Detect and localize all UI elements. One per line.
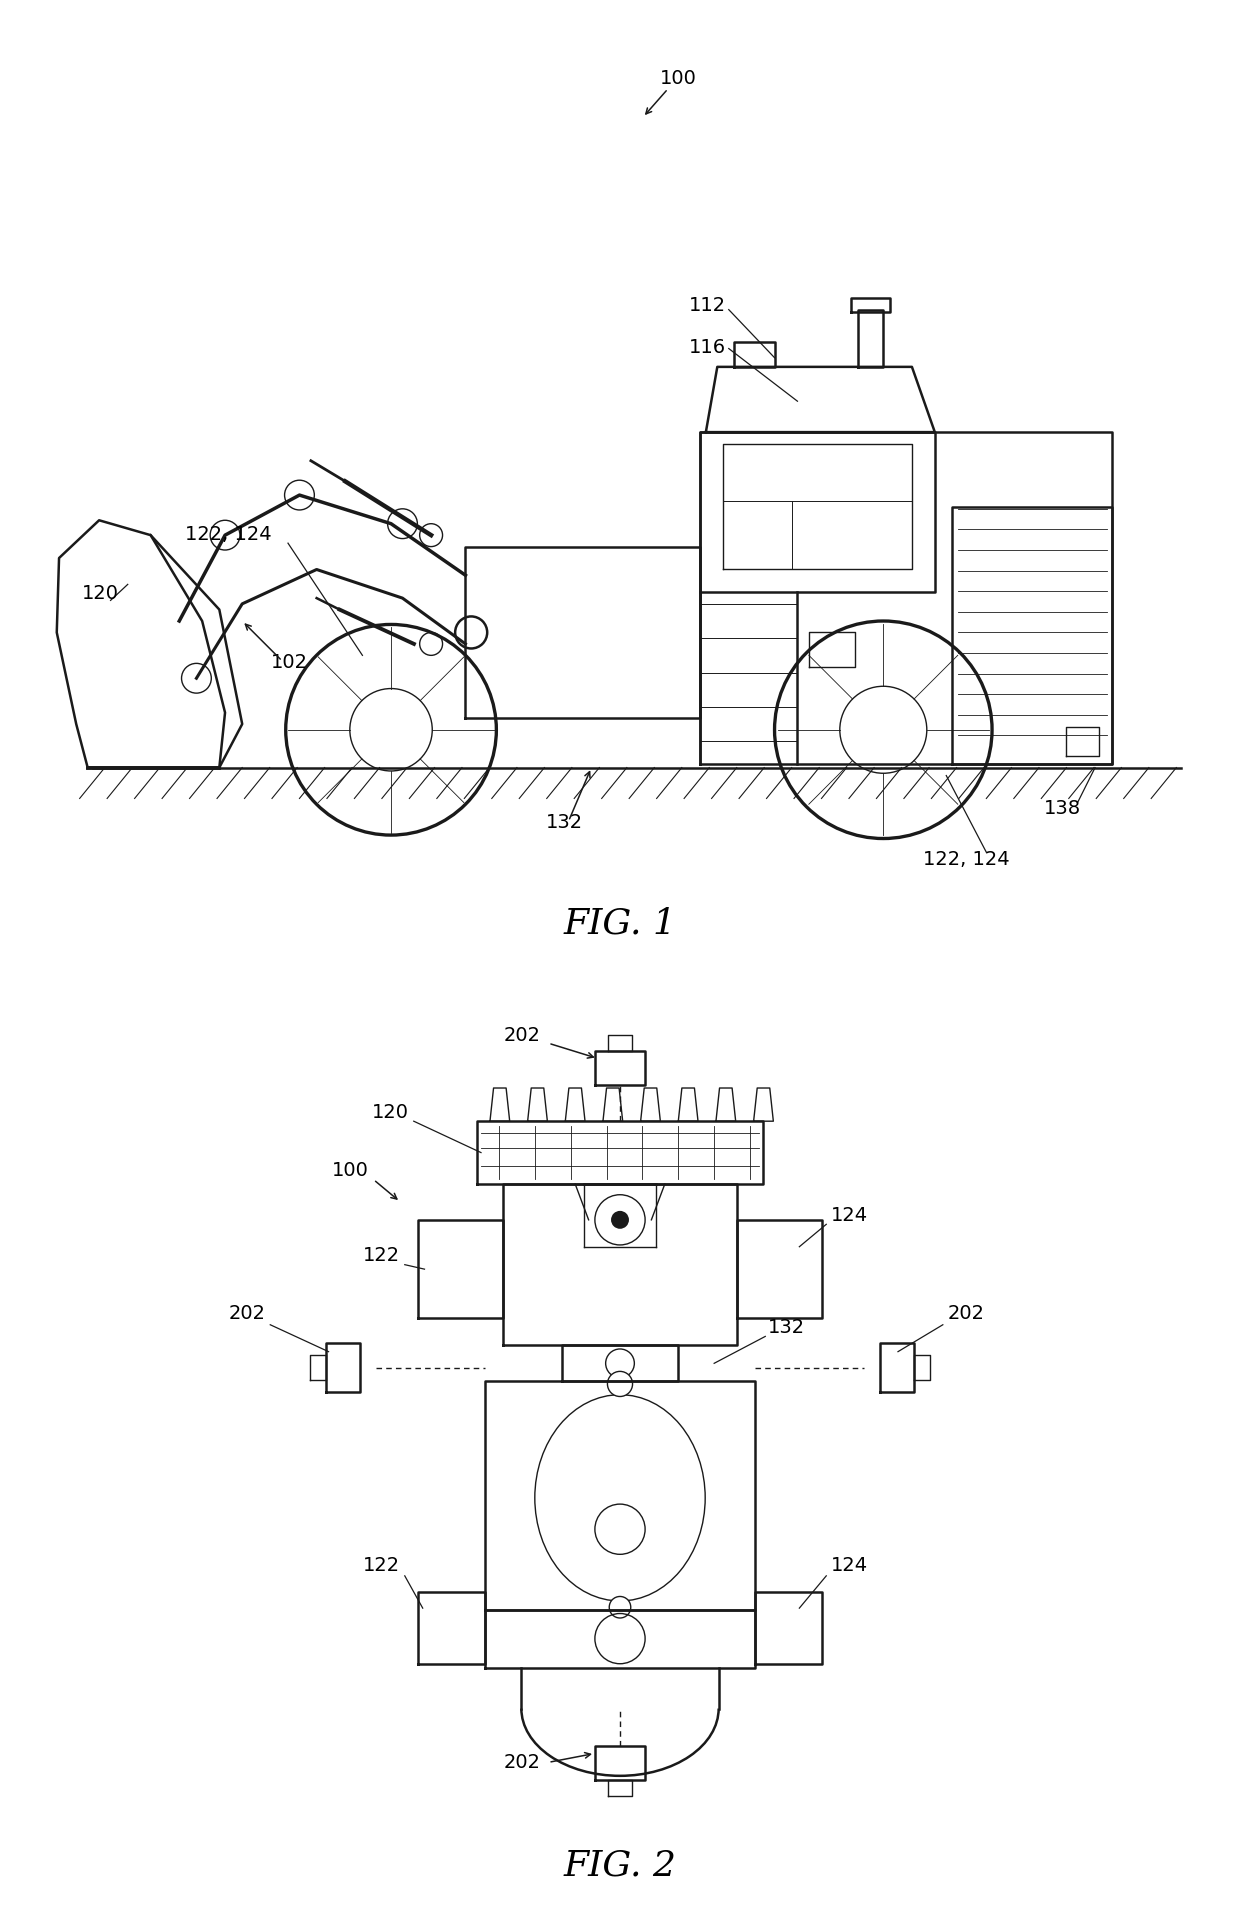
Text: 138: 138 [1044, 799, 1081, 818]
Text: 112: 112 [688, 296, 725, 315]
Circle shape [181, 664, 211, 694]
Text: 202: 202 [505, 1753, 541, 1772]
Circle shape [611, 1211, 629, 1230]
Text: 124: 124 [831, 1205, 868, 1224]
Text: 120: 120 [82, 584, 119, 603]
Text: 202: 202 [947, 1304, 985, 1323]
Circle shape [388, 509, 418, 540]
Circle shape [419, 633, 443, 656]
Circle shape [609, 1596, 631, 1619]
Text: 102: 102 [270, 652, 308, 671]
Text: FIG. 1: FIG. 1 [563, 906, 677, 940]
Text: FIG. 2: FIG. 2 [563, 1848, 677, 1882]
Circle shape [284, 481, 314, 511]
Text: 120: 120 [372, 1102, 409, 1121]
Text: 122, 124: 122, 124 [185, 524, 272, 543]
Text: 132: 132 [768, 1318, 805, 1337]
Text: 132: 132 [546, 812, 583, 831]
Circle shape [210, 521, 239, 551]
Text: 116: 116 [688, 338, 725, 357]
Text: 100: 100 [332, 1159, 370, 1179]
Circle shape [608, 1371, 632, 1396]
Text: 202: 202 [228, 1304, 265, 1323]
Text: 122: 122 [363, 1554, 401, 1573]
Text: 202: 202 [505, 1026, 541, 1045]
Text: 122, 124: 122, 124 [924, 849, 1011, 868]
Text: 100: 100 [660, 69, 697, 88]
Text: 122: 122 [363, 1245, 401, 1264]
Circle shape [419, 524, 443, 547]
Text: 124: 124 [831, 1554, 868, 1573]
